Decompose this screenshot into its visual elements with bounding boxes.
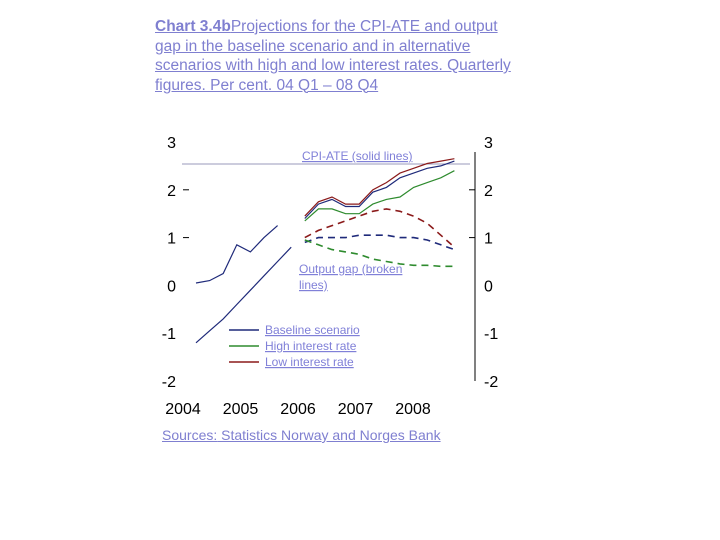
x-tick-label: 2004: [165, 401, 201, 418]
x-tick-label: 2007: [338, 401, 374, 418]
series-line-output-gap-low-dashed: [304, 208, 455, 248]
chart-label: Chart 3.4b: [155, 18, 231, 35]
y-tick-label-left: -1: [162, 326, 176, 343]
legend-label-low: Low interest rate: [265, 355, 354, 369]
series-line-output-gap-baseline: [195, 246, 292, 344]
legend-label-high: High interest rate: [265, 339, 357, 353]
cpi-annotation: CPI-ATE (solid lines): [302, 149, 412, 163]
y-tick-label-left: 2: [167, 183, 176, 200]
axes: [183, 152, 476, 381]
x-tick-label: 2006: [280, 401, 316, 418]
y-tick-label-left: -2: [162, 374, 176, 391]
series-lines: [195, 158, 455, 344]
y-tick-label-right: -1: [484, 326, 498, 343]
sources-note: Sources: Statistics Norway and Norges Ba…: [162, 427, 441, 443]
legend-label-baseline: Baseline scenario: [265, 323, 360, 337]
series-line-output-gap-baseline-dashed: [304, 234, 455, 251]
sources-text: Statistics Norway and Norges Bank: [217, 427, 441, 443]
chart-title: Chart 3.4bProjections for the CPI-ATE an…: [155, 17, 515, 95]
series-line-output-gap-high-dashed: [304, 239, 455, 268]
series-line-cpi-ate-low: [304, 158, 455, 217]
series-line-cpi-ate-high: [304, 170, 455, 222]
y-tick-label-left: 0: [167, 278, 176, 295]
output-gap-annotation-line2: lines): [299, 278, 328, 292]
y-tick-label-left: 3: [167, 135, 176, 152]
y-tick-label-right: 1: [484, 231, 493, 248]
y-tick-label-right: 0: [484, 278, 493, 295]
y-tick-label-left: 1: [167, 231, 176, 248]
x-tick-label: 2008: [395, 401, 431, 418]
x-tick-label: 2005: [223, 401, 259, 418]
output-gap-annotation-line1: Output gap (broken: [299, 262, 402, 276]
legend: Baseline scenario High interest rate Low i…: [229, 323, 360, 369]
y-tick-label-right: 2: [484, 183, 493, 200]
series-line-cpi-ate-baseline: [195, 160, 455, 284]
y-tick-label-right: 3: [484, 135, 493, 152]
y-tick-label-right: -2: [484, 374, 498, 391]
chart-title-text: Projections for the CPI-ATE and output g…: [155, 18, 511, 94]
annotations: CPI-ATE (solid lines) Output gap (broken…: [299, 149, 412, 292]
tick-labels: 3 3 2 2 1 1 0 0 -1 -1 -2 -2 2004 2005 2006 2007 2008: [162, 135, 499, 418]
sources-label: Sources:: [162, 427, 218, 443]
